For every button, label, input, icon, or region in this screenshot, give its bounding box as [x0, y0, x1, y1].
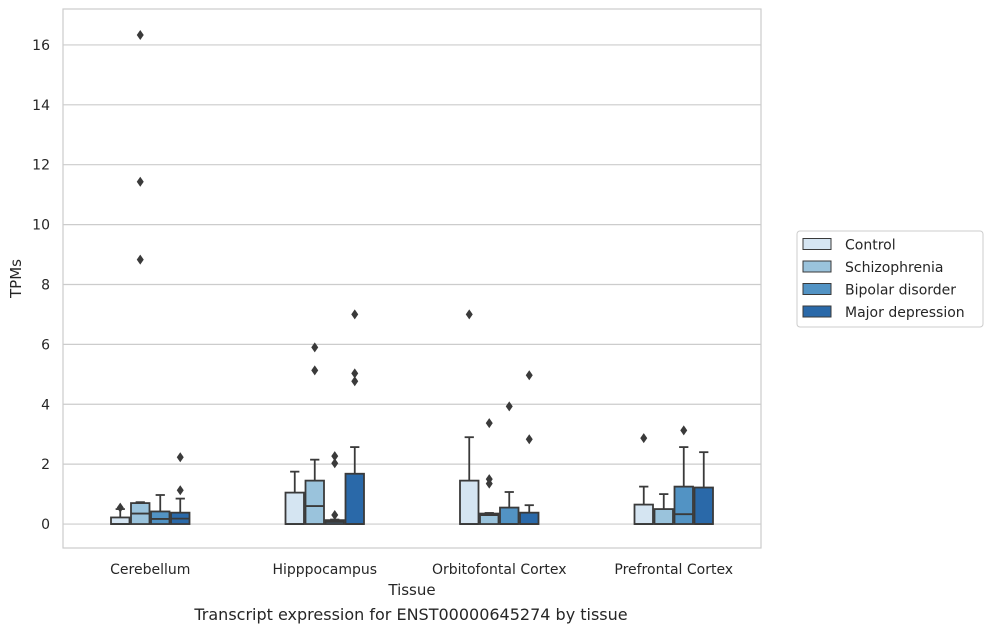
- outlier-point: [680, 425, 688, 436]
- outlier-point: [331, 510, 339, 521]
- legend-frame: [796, 230, 984, 328]
- outlier-point: [176, 452, 184, 463]
- box-body: [479, 512, 500, 525]
- outlier-point: [485, 418, 493, 429]
- box-body: [519, 511, 540, 525]
- box-body: [653, 508, 674, 525]
- legend-swatch: [802, 283, 832, 295]
- box-body: [150, 510, 171, 525]
- outlier-point: [331, 458, 339, 469]
- outlier-point: [485, 474, 493, 485]
- y-tick-label: 0: [41, 517, 50, 533]
- outlier-point: [176, 485, 184, 496]
- legend-swatch: [802, 260, 832, 273]
- box-schizophrenia: [130, 30, 151, 525]
- box-major-depression: [519, 370, 540, 525]
- outlier-point: [136, 30, 144, 41]
- gridlines: [63, 44, 761, 525]
- outlier-point: [311, 342, 319, 353]
- box-control: [633, 433, 654, 525]
- x-tick-label: Hipppocampus: [272, 562, 377, 578]
- box-bipolar-disorder: [150, 494, 171, 525]
- legend-label: Major depression: [845, 305, 965, 321]
- y-axis-label: TPMs: [7, 259, 25, 299]
- legend-swatch: [802, 238, 832, 250]
- legend: Control Schizophrenia Bipolar disorder Majo…: [796, 230, 984, 328]
- box-schizophrenia: [479, 418, 500, 525]
- outlier-point: [136, 176, 144, 187]
- boxes: [110, 30, 714, 525]
- y-tick-label: 14: [32, 98, 50, 114]
- legend-label: Control: [845, 238, 896, 254]
- box-bipolar-disorder: [673, 425, 694, 525]
- y-tick-label: 8: [41, 277, 50, 293]
- box-body: [693, 486, 714, 525]
- box-body: [499, 506, 520, 525]
- box-body: [110, 516, 131, 525]
- box-body: [344, 472, 365, 525]
- box-body: [304, 479, 325, 525]
- outlier-point: [640, 433, 648, 444]
- y-tick-label: 2: [41, 457, 50, 473]
- box-body: [633, 503, 654, 525]
- outlier-point: [351, 368, 359, 379]
- outlier-point: [525, 434, 533, 445]
- outlier-point: [505, 401, 513, 412]
- box-body: [459, 479, 480, 525]
- outlier-point: [465, 309, 473, 320]
- y-tick-label: 10: [32, 218, 50, 234]
- x-tick-label: Prefrontal Cortex: [614, 562, 733, 578]
- legend-swatch: [802, 305, 832, 318]
- box-bipolar-disorder: [499, 401, 520, 525]
- box-control: [284, 470, 305, 525]
- box-major-depression: [170, 452, 191, 525]
- outlier-point: [525, 370, 533, 381]
- box-major-depression: [344, 309, 365, 525]
- y-tick-label: 16: [32, 38, 50, 54]
- y-tick-label: 6: [41, 337, 50, 353]
- box-bipolar-disorder: [324, 451, 345, 525]
- outlier-point: [351, 309, 359, 320]
- box-body: [673, 485, 694, 525]
- box-control: [110, 502, 131, 525]
- box-major-depression: [693, 451, 714, 525]
- y-tick-labels: 0 2 4 6 8 10 12 14 16: [32, 38, 50, 533]
- outlier-point: [136, 254, 144, 265]
- y-tick-label: 12: [32, 158, 50, 174]
- x-tick-label: Orbitofontal Cortex: [432, 562, 567, 578]
- legend-label: Bipolar disorder: [845, 283, 956, 299]
- box-control: [459, 309, 480, 525]
- outlier-point: [331, 451, 339, 462]
- outlier-point: [116, 502, 124, 513]
- x-tick-labels: Cerebellum Hipppocampus Orbitofontal Corte…: [110, 562, 733, 578]
- y-tick-label: 4: [41, 397, 50, 413]
- outlier-point: [311, 365, 319, 376]
- chart-caption: Transcript expression for ENST0000064527…: [194, 605, 628, 624]
- box-body: [284, 491, 305, 525]
- box-schizophrenia: [653, 493, 674, 525]
- outlier-point: [351, 376, 359, 387]
- x-tick-label: Cerebellum: [110, 562, 190, 578]
- x-axis-label: Tissue: [387, 581, 435, 599]
- box-schizophrenia: [304, 342, 325, 525]
- legend-label: Schizophrenia: [845, 260, 943, 276]
- plot-frame: [62, 8, 762, 549]
